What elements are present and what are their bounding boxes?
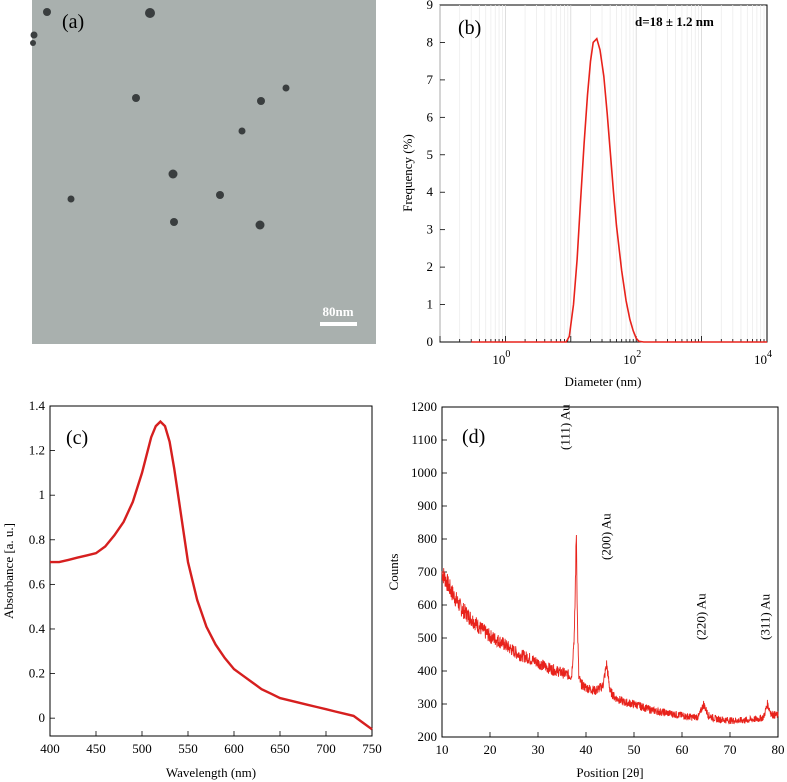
peak-labels: (111) Au (200) Au (220) Au (311) Au: [557, 404, 772, 640]
peak-label: (220) Au: [694, 593, 709, 640]
y-axis-label-d: Counts: [386, 554, 401, 591]
panel-label-c: (c): [66, 427, 88, 449]
nanoparticle: [257, 97, 265, 105]
y-tick-label: 300: [418, 696, 438, 711]
scale-bar: [320, 322, 357, 326]
nanoparticle: [282, 84, 290, 92]
x-tick-label: 500: [132, 741, 152, 756]
nanoparticle: [255, 220, 265, 230]
x-tick-exponent: 2: [636, 349, 641, 360]
nanoparticle: [168, 169, 178, 179]
plot-area-d: [441, 406, 779, 738]
x-tick-label: 750: [362, 741, 382, 756]
nanoparticle: [238, 127, 246, 135]
nanoparticle: [30, 31, 38, 39]
y-tick-label: 0.8: [29, 532, 45, 547]
ticks-d: 10 20 30 40 50 60 70 80 200 300 400 500 600 700 800 900…: [411, 399, 785, 757]
x-axis-label-c: Wavelength (nm): [166, 765, 256, 780]
panel-c: 400 450 500 550 600 650 700 750 0 0.2 0.4 0.6 0.8 1 1.…: [1, 398, 382, 780]
series-line-b: [471, 37, 767, 343]
peak-label: (200) Au: [599, 513, 614, 560]
y-tick-label: 1.2: [29, 443, 45, 458]
y-tick-label: 1000: [411, 465, 437, 480]
x-tick-label: 102: [623, 349, 641, 367]
x-tick-exponent: 0: [505, 349, 510, 360]
x-tick-label: 600: [224, 741, 244, 756]
x-tick-label: 550: [178, 741, 198, 756]
ticks-c: 400 450 500 550 600 650 700 750 0 0.2 0.4 0.6 0.8 1 1.…: [29, 398, 382, 756]
x-tick-label: 70: [724, 742, 737, 757]
plot-area-c: [49, 405, 373, 737]
nanoparticle: [132, 94, 140, 102]
x-axis-label-d: Position [2θ]: [576, 765, 643, 780]
y-tick-label: 4: [427, 184, 434, 199]
x-axis-label-b: Diameter (nm): [565, 374, 642, 389]
grid-b: [439, 5, 765, 342]
y-tick-label: 5: [427, 147, 434, 162]
peak-label: (111) Au: [557, 404, 572, 450]
nanoparticle: [170, 218, 178, 226]
x-tick-label: 50: [628, 742, 641, 757]
y-tick-label: 400: [418, 663, 438, 678]
y-tick-label: 800: [418, 531, 438, 546]
y-tick-label: 6: [427, 109, 434, 124]
y-tick-label: 0: [39, 710, 46, 725]
scale-bar-label: 80nm: [322, 304, 353, 319]
x-tick-label: 40: [580, 742, 593, 757]
x-tick-exponent: 4: [767, 349, 772, 360]
x-tick-label: 30: [532, 742, 545, 757]
nanoparticle: [67, 195, 75, 203]
y-tick-label: 0.4: [29, 621, 46, 636]
y-tick-label: 700: [418, 564, 438, 579]
y-tick-label: 1: [427, 297, 434, 312]
x-tick-label: 100: [492, 349, 510, 367]
peak-label: (311) Au: [757, 593, 772, 640]
y-tick-label: 0.2: [29, 666, 45, 681]
nanoparticle: [43, 8, 51, 16]
y-axis-label-b: Frequency (%): [400, 134, 415, 212]
y-tick-label: 1.4: [29, 398, 46, 413]
x-tick-label: 450: [86, 741, 106, 756]
y-tick-label: 3: [427, 222, 434, 237]
panel-a: (a) 80nm: [30, 0, 376, 344]
panel-label-b: (b): [458, 17, 481, 39]
series-line-c: [50, 419, 373, 731]
x-tick-label: 20: [484, 742, 497, 757]
y-tick-label: 600: [418, 597, 438, 612]
y-tick-label: 0.6: [29, 576, 46, 591]
series-line-d: [441, 534, 779, 725]
y-tick-label: 0: [427, 334, 434, 349]
nanoparticles: [30, 8, 290, 230]
nanoparticle: [216, 191, 224, 199]
y-tick-label: 1200: [411, 399, 437, 414]
y-tick-label: 9: [427, 0, 434, 12]
nanoparticle: [30, 40, 36, 46]
x-tick-label: 60: [676, 742, 689, 757]
plot-area-b: [439, 4, 768, 343]
x-tick-label: 104: [754, 349, 772, 367]
nanoparticle: [145, 8, 155, 18]
y-axis-label-c: Absorbance [a. u.]: [1, 523, 16, 619]
tem-image: [32, 0, 376, 344]
y-tick-label: 1: [39, 487, 46, 502]
panel-label-d: (d): [462, 426, 485, 448]
panel-label-a: (a): [62, 11, 84, 33]
y-tick-label: 2: [427, 259, 434, 274]
y-tick-label: 200: [418, 729, 438, 744]
y-tick-label: 8: [427, 34, 434, 49]
y-tick-label: 7: [427, 72, 434, 87]
panel-d: 10 20 30 40 50 60 70 80 200 300 400 500 600 700 800 900…: [386, 399, 785, 780]
x-tick-label: 400: [40, 741, 60, 756]
y-tick-label: 1100: [411, 432, 437, 447]
x-tick-label: 80: [772, 742, 785, 757]
panel-b: 0 1 2 3 4 5 6 7 8 9 100 102 104 (b) d=18 ± 1.2 nm Di…: [400, 0, 772, 389]
y-tick-label: 900: [418, 498, 438, 513]
y-tick-label: 500: [418, 630, 438, 645]
x-tick-label: 700: [316, 741, 336, 756]
x-tick-label: 10: [436, 742, 449, 757]
x-tick-label: 650: [270, 741, 290, 756]
size-annotation: d=18 ± 1.2 nm: [635, 14, 714, 29]
